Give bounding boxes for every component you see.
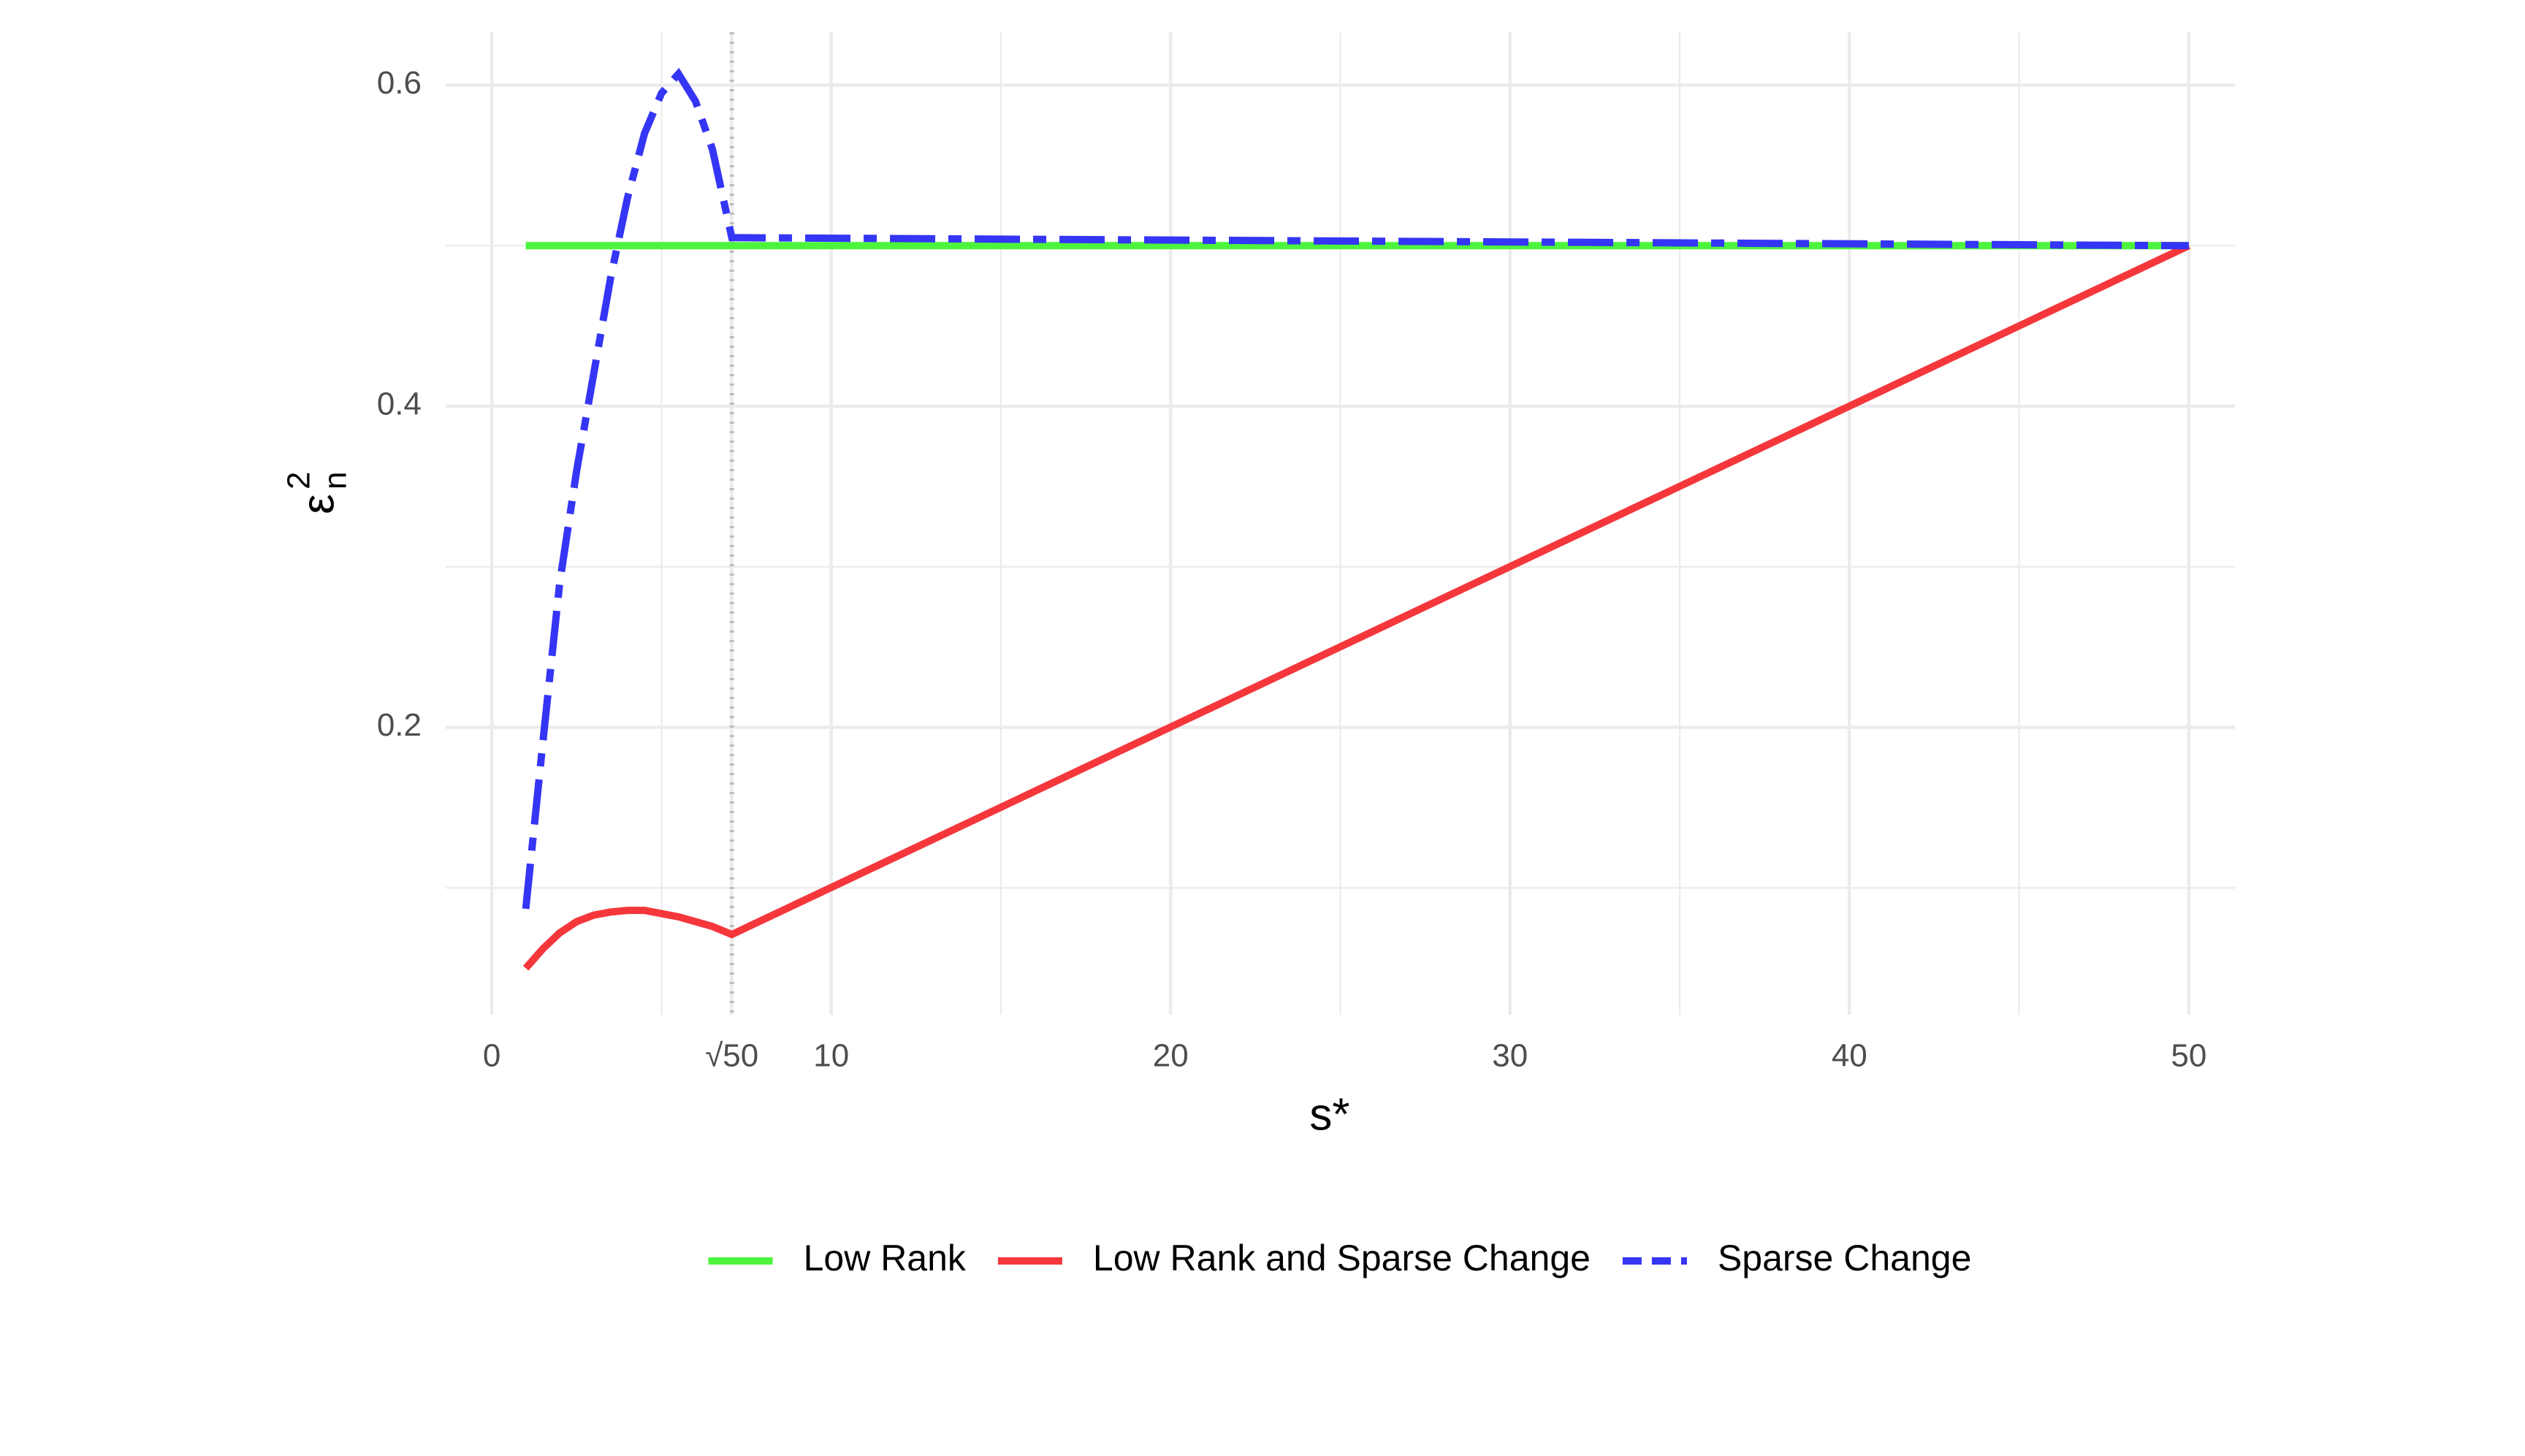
x-tick-label: 0 <box>483 1038 500 1074</box>
x-tick-label: 40 <box>1832 1038 1867 1074</box>
y-axis-title-sup: 2 <box>281 472 317 489</box>
series-line <box>522 67 2189 910</box>
legend-label: Low Rank and Sparse Change <box>1093 1238 1591 1278</box>
y-axis-title-base: ε <box>293 494 343 514</box>
y-tick-label: 0.6 <box>377 65 422 101</box>
x-tick-label: 10 <box>813 1038 849 1074</box>
legend: Low Rank Low Rank and Sparse Change Sparse… <box>708 1238 1971 1278</box>
legend-label: Low Rank <box>804 1238 967 1278</box>
x-tick-label: 30 <box>1492 1038 1528 1074</box>
grid <box>446 32 2235 1015</box>
y-tick-label: 0.4 <box>377 386 422 422</box>
x-tick-label: √50 <box>705 1038 758 1074</box>
y-axis-title: ε 2 n <box>281 472 354 514</box>
x-axis-title: s* <box>1309 1089 1349 1140</box>
legend-label: Sparse Change <box>1718 1238 1971 1278</box>
x-tick-label: 50 <box>2171 1038 2206 1074</box>
y-axis-title-sub: n <box>318 472 354 489</box>
series-line <box>522 242 2190 971</box>
x-tick-label: 20 <box>1153 1038 1189 1074</box>
y-tick-label: 0.2 <box>377 707 422 743</box>
